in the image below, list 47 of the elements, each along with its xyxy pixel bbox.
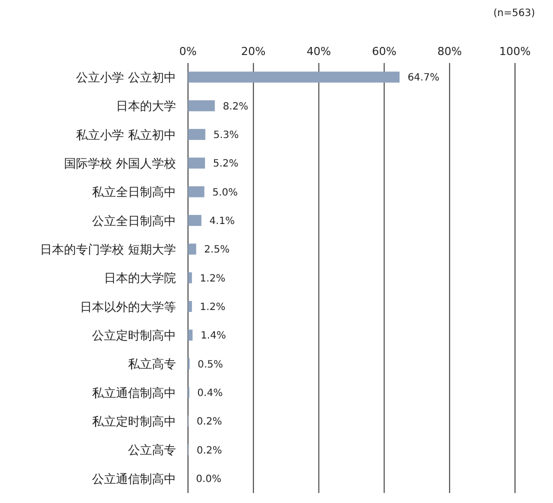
bar bbox=[188, 186, 204, 198]
data-label: 5.0% bbox=[212, 187, 238, 198]
bar bbox=[188, 128, 206, 140]
y-tick-label: 私立全日制高中 bbox=[92, 185, 176, 200]
y-tick-label: 日本的大学 bbox=[116, 99, 176, 114]
bar bbox=[188, 300, 192, 312]
x-tick-label: 100% bbox=[499, 45, 531, 58]
bar bbox=[188, 100, 215, 112]
data-label: 5.2% bbox=[213, 158, 238, 170]
x-tick-label: 80% bbox=[437, 45, 462, 58]
bar bbox=[188, 158, 206, 169]
y-tick-label: 日本的大学院 bbox=[104, 271, 176, 286]
bar bbox=[188, 330, 193, 341]
data-label: 0.0% bbox=[196, 474, 222, 485]
data-label: 8.2% bbox=[222, 101, 248, 112]
text: (n=563) bbox=[493, 8, 535, 19]
y-tick-label: 国际学校 外国人学校 bbox=[64, 156, 176, 171]
bar bbox=[188, 214, 202, 226]
x-tick-label: 20% bbox=[241, 45, 266, 58]
data-label: 2.5% bbox=[204, 244, 230, 256]
bar bbox=[188, 72, 400, 83]
y-tick-label: 公立高专 bbox=[128, 443, 176, 458]
data-label: 0.2% bbox=[196, 445, 222, 456]
data-label: 1.2% bbox=[200, 273, 226, 284]
data-label: 5.3% bbox=[213, 130, 239, 141]
y-tick-label: 私立小学 私立初中 bbox=[76, 128, 176, 142]
x-tick-label: 60% bbox=[372, 45, 396, 58]
data-label: 0.2% bbox=[196, 416, 222, 428]
bar bbox=[188, 272, 192, 284]
data-label: 64.7% bbox=[408, 72, 440, 84]
y-tick-label: 公立小学 公立初中 bbox=[76, 70, 176, 85]
y-tick-label: 私立定时制高中 bbox=[92, 414, 176, 429]
y-tick-label: 私立通信制高中 bbox=[92, 386, 176, 400]
bar bbox=[188, 244, 196, 255]
x-tick-label: 0% bbox=[179, 45, 197, 58]
data-label: 1.4% bbox=[200, 330, 226, 342]
data-label: 4.1% bbox=[209, 216, 235, 227]
y-tick-label: 公立通信制高中 bbox=[92, 472, 176, 486]
y-tick-label: 私立高专 bbox=[128, 357, 176, 372]
data-label: 1.2% bbox=[200, 302, 226, 313]
y-tick-label: 日本的专门学校 短期大学 bbox=[40, 242, 176, 257]
x-tick-label: 40% bbox=[306, 45, 332, 58]
y-tick-label: 公立定时制高中 bbox=[92, 328, 176, 343]
y-tick-label: 公立全日制高中 bbox=[92, 214, 176, 228]
y-tick-label: 日本以外的大学等 bbox=[80, 300, 176, 314]
data-label: 0.5% bbox=[198, 359, 224, 370]
data-label: 0.4% bbox=[197, 388, 223, 399]
